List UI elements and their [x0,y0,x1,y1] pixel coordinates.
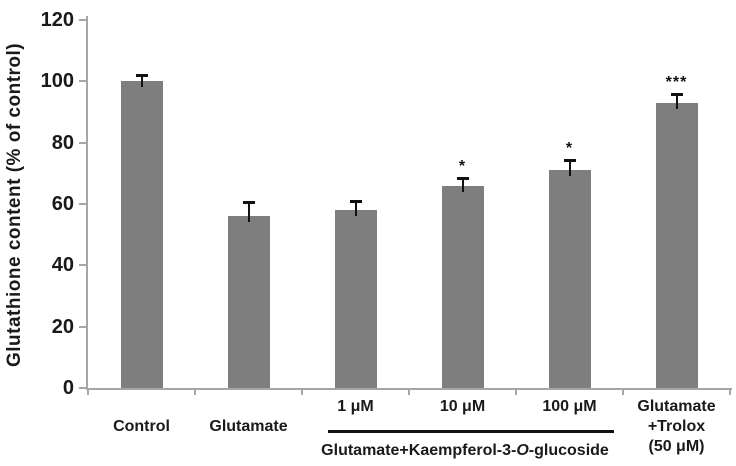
x-axis-tick [87,390,89,395]
group-label-prefix: Glutamate+Kaempferol-3- [321,442,517,459]
x-axis-tick [515,390,517,395]
y-tick-label: 40 [51,254,74,277]
error-bar-stem [247,202,250,223]
error-bar-cap [349,199,362,203]
x-category-label: 1 μM [302,397,409,417]
x-category-label: 10 μM [409,397,516,417]
y-axis-tick [79,203,88,205]
x-category-label-line: (50 μM) [648,438,705,455]
x-category-label-line: 1 μM [337,398,374,415]
y-axis-tick [79,264,88,267]
significance-label: * [565,139,574,157]
y-axis-tick [79,19,88,21]
y-axis-tick [79,325,88,328]
bar [655,102,698,388]
x-axis-tick [408,390,410,395]
bar [227,216,270,388]
x-category-label-line: +Trolox [647,418,706,435]
x-axis-line [86,388,732,390]
y-axis-tick [79,141,88,144]
group-label-italic: O [516,442,529,459]
error-bar-stem [461,177,464,192]
error-bar-stem [140,75,143,88]
y-tick-label: 120 [40,9,74,31]
x-category-label: Glutamate +Trolox (50 μM) [623,397,730,457]
error-bar-stem [568,159,571,177]
bar [548,170,591,388]
x-category-label-line: 10 μM [439,398,486,415]
error-bar-cap [670,92,683,96]
x-category-label: Control [88,417,195,437]
x-category-label-line: Control [113,418,170,435]
error-bar-cap [563,158,576,162]
x-category-label: Glutamate [195,417,302,437]
x-axis-tick [194,390,196,395]
y-tick-label: 80 [51,131,74,154]
y-tick-label: 20 [51,315,74,338]
y-tick-label: 100 [40,70,74,93]
bar [441,185,484,388]
x-category-label-line: Glutamate [637,398,716,415]
error-bar-stem [354,200,357,217]
y-axis-tick [79,80,88,83]
error-bar-cap [135,74,148,78]
y-tick-label: 0 [62,377,74,399]
x-category-label-line: 100 μM [542,398,597,415]
x-category-label: 100 μM [516,397,623,417]
y-tick-label: 60 [51,193,74,215]
bar [334,210,377,388]
x-axis-tick [729,390,731,395]
y-axis-tick [79,387,88,389]
error-bar-cap [456,176,469,180]
error-bar-cap [242,201,255,205]
x-axis-tick [622,390,624,395]
group-label: Glutamate+Kaempferol-3-O-glucoside [308,441,622,460]
group-underline [328,430,614,433]
bar [120,81,163,388]
error-bar-stem [675,93,678,109]
significance-label: *** [665,73,688,91]
x-category-label-line: Glutamate [209,418,288,435]
group-label-suffix: -glucoside [528,442,609,459]
x-axis-tick [301,390,303,395]
significance-label: * [458,157,467,175]
